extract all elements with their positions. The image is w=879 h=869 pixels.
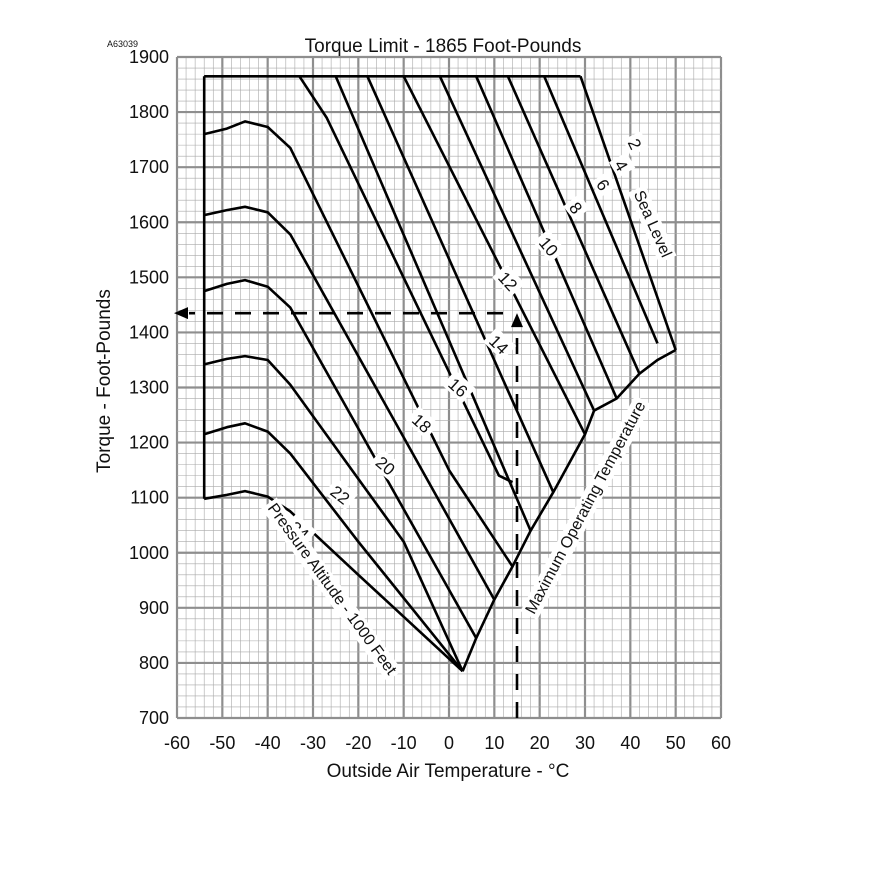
x-tick-label: -10 — [391, 733, 417, 753]
x-tick-label: -20 — [345, 733, 371, 753]
y-tick-label: 1800 — [129, 102, 169, 122]
y-tick-label: 1400 — [129, 322, 169, 342]
curve-label-halo — [324, 477, 358, 511]
curve-label-halo — [533, 229, 566, 263]
altitude-curve-12 — [366, 75, 555, 493]
curve-label-22: 22 — [324, 477, 358, 511]
y-tick-label: 1600 — [129, 212, 169, 232]
example-path — [174, 307, 523, 718]
altitude-curve-24 — [203, 354, 464, 672]
altitude-curve-4 — [506, 75, 641, 375]
example-left-arrow — [174, 307, 188, 320]
example-up-arrow — [511, 313, 523, 328]
x-tick-label: 20 — [530, 733, 550, 753]
altitude-curve-10 — [402, 75, 587, 435]
x-tick-label: 60 — [711, 733, 731, 753]
x-tick-label: 50 — [666, 733, 686, 753]
tick-labels: -60 -50 -40 -30 -20 -10 0 10 20 30 40 50 60 700 800 900… — [129, 47, 731, 753]
x-tick-label: -60 — [164, 733, 190, 753]
curve-label-18: 18 — [405, 406, 440, 440]
curve-label-halo — [563, 194, 591, 221]
altitude-curve-28 — [203, 489, 464, 673]
curve-label-20: 20 — [369, 448, 403, 482]
curve-label-16: 16 — [442, 370, 476, 404]
curve-label-halo — [609, 152, 636, 178]
y-tick-label: 1300 — [129, 378, 169, 398]
curve-label-halo — [482, 327, 517, 361]
y-tick-label: 900 — [139, 598, 169, 618]
y-tick-label: 1700 — [129, 157, 169, 177]
max-operating-temp-label-halo — [520, 395, 652, 621]
y-tick-label: 1200 — [129, 433, 169, 453]
curve-label-halo — [622, 131, 649, 157]
curve-label-2: 2 — [622, 131, 649, 157]
curve-label-halo — [590, 171, 618, 198]
y-axis-label: Torque - Foot-Pounds — [94, 289, 115, 473]
chart-title: Torque Limit - 1865 Foot-Pounds — [305, 36, 582, 57]
maximum-operating-temperature-line — [461, 348, 677, 672]
altitude-curves — [203, 75, 677, 673]
curve-label-10: 10 — [533, 229, 566, 263]
chart-boundaries — [202, 75, 677, 672]
curve-label-4: 4 — [609, 152, 636, 178]
curve-label-8: 8 — [563, 194, 591, 221]
altitude-curve-22 — [203, 278, 478, 639]
curve-label-halo — [369, 448, 403, 482]
curve-label-6: 6 — [590, 171, 618, 198]
y-tick-label: 1900 — [129, 47, 169, 67]
altitude-curve-16 — [298, 75, 514, 484]
curve-label-halo — [492, 263, 526, 298]
x-tick-label: 40 — [620, 733, 640, 753]
y-tick-label: 800 — [139, 653, 169, 673]
sea-level-label: Sea Level — [630, 188, 674, 260]
x-axis-label: Outside Air Temperature - °C — [327, 761, 570, 782]
curve-label-halo — [442, 370, 476, 404]
x-tick-label: -40 — [255, 733, 281, 753]
altitude-curve-8 — [438, 75, 596, 412]
altitude-curve-18 — [203, 120, 514, 568]
x-tick-label: -50 — [209, 733, 235, 753]
y-tick-label: 1500 — [129, 267, 169, 287]
altitude-curve-2 — [543, 75, 659, 344]
x-tick-label: 0 — [444, 733, 454, 753]
curve-label-halo — [405, 406, 440, 440]
curve-label-12: 12 — [492, 263, 526, 298]
sea-level-label-halo — [627, 185, 677, 264]
altitude-curve-14 — [334, 75, 532, 532]
altitude-curve-20 — [203, 205, 496, 601]
grid — [175, 55, 723, 720]
x-tick-label: 10 — [484, 733, 504, 753]
altitude-curve-26 — [203, 421, 464, 673]
altitude-curve-sea-level — [579, 75, 677, 351]
pressure-altitude-label-halo — [261, 497, 403, 682]
x-tick-label: 30 — [575, 733, 595, 753]
figure-id: A63039 — [107, 39, 138, 49]
y-tick-label: 1000 — [129, 543, 169, 563]
y-tick-label: 1100 — [130, 488, 169, 508]
x-tick-label: -30 — [300, 733, 326, 753]
y-tick-label: 700 — [139, 708, 169, 728]
